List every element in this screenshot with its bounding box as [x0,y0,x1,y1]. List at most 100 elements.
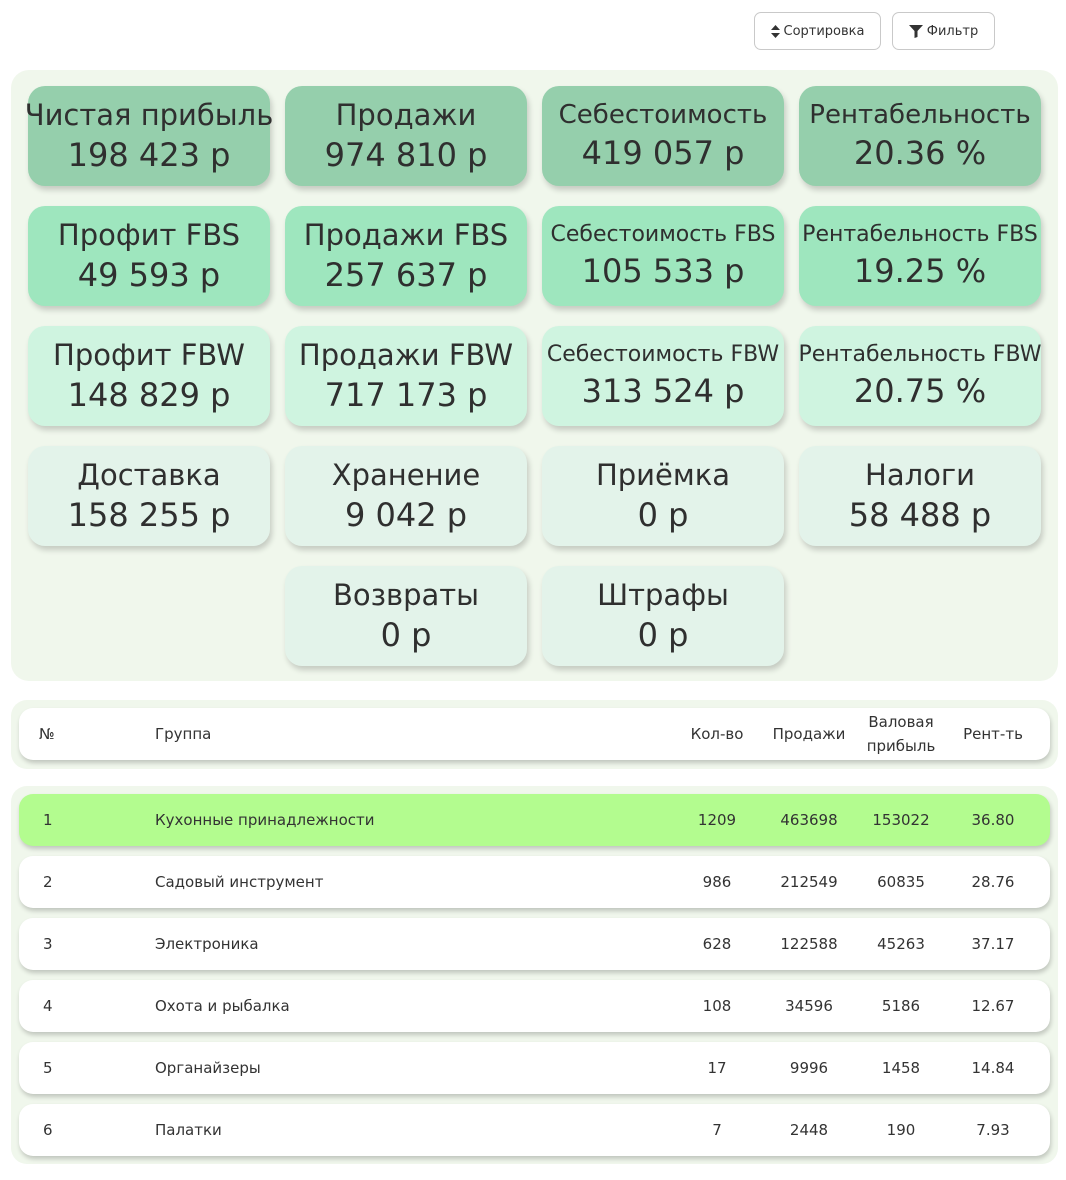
row-gross-profit: 153022 [872,811,930,829]
row-quantity: 7 [712,1121,722,1139]
kpi-title: Рентабельность [809,99,1031,130]
row-gross-profit: 45263 [877,935,925,953]
row-gross-profit: 60835 [877,873,925,891]
row-quantity: 108 [702,997,732,1015]
row-quantity: 17 [707,1059,727,1077]
column-header-gross-line2: прибыль [866,737,936,755]
column-header-sales[interactable]: Продажи [772,725,846,743]
kpi-card-taxes[interactable]: Налоги 58 488 р [799,446,1041,546]
row-number: 4 [43,997,53,1015]
kpi-card-cost[interactable]: Себестоимость 419 057 р [542,86,784,186]
kpi-card-delivery[interactable]: Доставка 158 255 р [28,446,270,546]
kpi-card-net-profit[interactable]: Чистая прибыль 198 423 р [25,86,273,186]
kpi-card-profitability-fbs[interactable]: Рентабельность FBS 19.25 % [799,206,1041,306]
kpi-card-returns[interactable]: Возвраты 0 р [285,566,527,666]
kpi-card-profit-fbs[interactable]: Профит FBS 49 593 р [28,206,270,306]
row-sales: 463698 [780,811,838,829]
table-row[interactable]: 5 Органайзеры 17 9996 1458 14.84 [19,1042,1050,1094]
column-header-group[interactable]: Группа [155,725,212,743]
row-group: Охота и рыбалка [155,997,290,1015]
row-sales: 34596 [785,997,833,1015]
row-profitability: 7.93 [976,1121,1010,1139]
kpi-value: 20.36 % [853,134,987,173]
table-row[interactable]: 3 Электроника 628 122588 45263 37.17 [19,918,1050,970]
kpi-value: 717 173 р [324,376,488,415]
kpi-value: 198 423 р [67,136,231,175]
filter-icon [908,24,923,38]
kpi-card-profit-fbw[interactable]: Профит FBW 148 829 р [28,326,270,426]
kpi-value: 419 057 р [581,134,745,173]
kpi-card-storage[interactable]: Хранение 9 042 р [285,446,527,546]
row-group: Электроника [155,935,259,953]
table-body-panel: 1 Кухонные принадлежности 1209 463698 15… [11,786,1058,1164]
kpi-value: 19.25 % [853,251,987,290]
kpi-title: Профит FBS [57,217,241,252]
kpi-title: Приёмка [595,457,731,492]
kpi-card-sales-fbw[interactable]: Продажи FBW 717 173 р [285,326,527,426]
kpi-title: Продажи FBS [303,217,509,252]
kpi-title: Продажи FBW [298,337,514,372]
row-sales: 9996 [789,1059,829,1077]
row-gross-profit: 5186 [881,997,921,1015]
kpi-title: Себестоимость [558,99,768,130]
kpi-title: Себестоимость FBS [550,222,776,248]
row-number: 6 [43,1121,53,1139]
kpi-value: 105 533 р [581,251,745,290]
kpi-title: Рентабельность FBW [798,342,1042,368]
row-group: Садовый инструмент [155,873,324,891]
kpi-panel: Чистая прибыль 198 423 р Продажи 974 810… [11,70,1058,681]
column-header-number[interactable]: № [39,725,55,743]
kpi-title: Себестоимость FBW [546,342,780,368]
table-row[interactable]: 2 Садовый инструмент 986 212549 60835 28… [19,856,1050,908]
table-row[interactable]: 6 Палатки 7 2448 190 7.93 [19,1104,1050,1156]
kpi-value: 974 810 р [324,136,488,175]
sort-icon [770,24,780,38]
column-header-quantity[interactable]: Кол-во [690,725,744,743]
kpi-card-sales-fbs[interactable]: Продажи FBS 257 637 р [285,206,527,306]
filter-button[interactable]: Фильтр [892,12,995,50]
row-profitability: 37.17 [971,935,1015,953]
kpi-title: Профит FBW [53,337,245,372]
table-header: № Группа Кол-во Продажи Валовая прибыль … [19,708,1050,760]
kpi-value: 58 488 р [848,496,992,535]
kpi-value: 9 042 р [344,496,468,535]
kpi-title: Доставка [77,457,221,492]
kpi-title: Чистая прибыль [24,97,274,132]
kpi-title: Возвраты [332,577,480,612]
row-profitability: 12.67 [971,997,1015,1015]
kpi-card-cost-fbw[interactable]: Себестоимость FBW 313 524 р [542,326,784,426]
kpi-card-acceptance[interactable]: Приёмка 0 р [542,446,784,546]
kpi-value: 0 р [637,496,689,535]
table-row[interactable]: 1 Кухонные принадлежности 1209 463698 15… [19,794,1050,846]
column-header-profitability[interactable]: Рент-ть [963,725,1023,743]
table-row[interactable]: 4 Охота и рыбалка 108 34596 5186 12.67 [19,980,1050,1032]
kpi-value: 158 255 р [67,496,231,535]
table-header-panel: № Группа Кол-во Продажи Валовая прибыль … [11,700,1058,769]
kpi-title: Продажи [335,97,477,132]
row-quantity: 1209 [697,811,737,829]
row-quantity: 628 [702,935,732,953]
kpi-card-fines[interactable]: Штрафы 0 р [542,566,784,666]
kpi-value: 148 829 р [67,376,231,415]
kpi-card-profitability-fbw[interactable]: Рентабельность FBW 20.75 % [798,326,1042,426]
row-sales: 212549 [780,873,838,891]
toolbar: Сортировка Фильтр [754,12,995,50]
sort-button[interactable]: Сортировка [754,12,881,50]
kpi-card-profitability[interactable]: Рентабельность 20.36 % [799,86,1041,186]
row-gross-profit: 1458 [881,1059,921,1077]
row-group: Кухонные принадлежности [155,811,375,829]
row-sales: 2448 [789,1121,829,1139]
row-profitability: 28.76 [971,873,1015,891]
column-header-gross-line1: Валовая [868,713,934,731]
column-header-gross-profit[interactable]: Валовая прибыль [861,708,941,760]
row-sales: 122588 [780,935,838,953]
kpi-card-cost-fbs[interactable]: Себестоимость FBS 105 533 р [542,206,784,306]
kpi-value: 257 637 р [324,256,488,295]
kpi-card-sales[interactable]: Продажи 974 810 р [285,86,527,186]
row-number: 2 [43,873,53,891]
row-number: 5 [43,1059,53,1077]
kpi-value: 313 524 р [581,371,745,410]
kpi-title: Хранение [331,457,481,492]
row-number: 3 [43,935,53,953]
kpi-value: 20.75 % [853,371,987,410]
